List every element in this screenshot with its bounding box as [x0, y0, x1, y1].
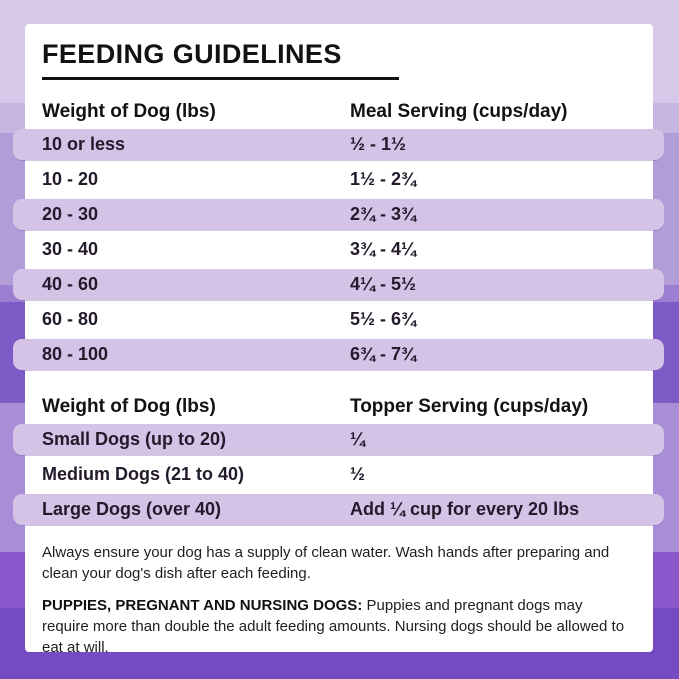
row-serving: ½	[350, 464, 366, 485]
table-row: Small Dogs (up to 20) ¼	[13, 424, 664, 456]
meal-header-serving: Meal Serving (cups/day)	[350, 101, 568, 123]
table-row: 10 or less ½ - 1½	[13, 129, 664, 161]
row-serving: 5½ - 6¾	[350, 309, 417, 330]
row-serving: 4¼ - 5½	[350, 274, 417, 295]
topper-table-header: Weight of Dog (lbs) Topper Serving (cups…	[42, 396, 636, 418]
topper-header-weight: Weight of Dog (lbs)	[42, 396, 216, 418]
row-weight: Small Dogs (up to 20)	[42, 429, 227, 450]
special-note-text: Puppies and pregnant dogs may require mo…	[42, 597, 625, 657]
row-weight: Large Dogs (over 40)	[42, 499, 222, 520]
row-weight: 80 - 100	[42, 344, 109, 365]
special-note-label: PUPPIES, PREGNANT AND NURSING DOGS:	[42, 597, 363, 615]
feeding-guidelines-card: FEEDING GUIDELINES Weight of Dog (lbs) M…	[13, 24, 664, 656]
meal-header-weight: Weight of Dog (lbs)	[42, 101, 216, 123]
table-row: 40 - 60 4¼ - 5½	[13, 269, 664, 301]
row-weight: 60 - 80	[42, 309, 99, 330]
topper-table-rows: Small Dogs (up to 20) ¼ Medium Dogs (21 …	[13, 424, 664, 526]
row-serving: 1½ - 2¾	[350, 169, 417, 190]
page-title: FEEDING GUIDELINES	[42, 39, 342, 69]
title-underline	[42, 77, 399, 81]
topper-header-serving: Topper Serving (cups/day)	[350, 396, 589, 418]
row-serving: 2¾ - 3¾	[350, 204, 417, 225]
footer-notes: Always ensure your dog has a supply of c…	[42, 542, 633, 658]
meal-table: Weight of Dog (lbs) Meal Serving (cups/d…	[13, 101, 664, 371]
table-row: Medium Dogs (21 to 40) ½	[13, 459, 664, 490]
row-serving: ½ - 1½	[350, 134, 407, 155]
water-note: Always ensure your dog has a supply of c…	[42, 544, 610, 583]
table-row: 10 - 20 1½ - 2¾	[13, 164, 664, 195]
row-weight: 20 - 30	[42, 204, 99, 225]
table-row: 60 - 80 5½ - 6¾	[13, 304, 664, 335]
row-weight: 10 - 20	[42, 169, 99, 190]
row-weight: 10 or less	[42, 134, 126, 155]
row-serving: ¼	[350, 429, 366, 450]
meal-table-rows: 10 or less ½ - 1½ 10 - 20 1½ - 2¾ 20 - 3…	[13, 129, 664, 371]
row-weight: Medium Dogs (21 to 40)	[42, 464, 245, 485]
row-weight: 30 - 40	[42, 239, 99, 260]
special-note: PUPPIES, PREGNANT AND NURSING DOGS: Pupp…	[42, 595, 633, 658]
row-weight: 40 - 60	[42, 274, 99, 295]
meal-table-header: Weight of Dog (lbs) Meal Serving (cups/d…	[42, 101, 636, 123]
row-serving: 3¾ - 4¼	[350, 239, 417, 260]
row-serving: Add ¼ cup for every 20 lbs	[350, 499, 580, 520]
row-serving: 6¾ - 7¾	[350, 344, 417, 365]
table-row: Large Dogs (over 40) Add ¼ cup for every…	[13, 494, 664, 526]
table-row: 20 - 30 2¾ - 3¾	[13, 199, 664, 231]
table-row: 80 - 100 6¾ - 7¾	[13, 339, 664, 371]
topper-table: Weight of Dog (lbs) Topper Serving (cups…	[13, 396, 664, 526]
table-row: 30 - 40 3¾ - 4¼	[13, 234, 664, 265]
